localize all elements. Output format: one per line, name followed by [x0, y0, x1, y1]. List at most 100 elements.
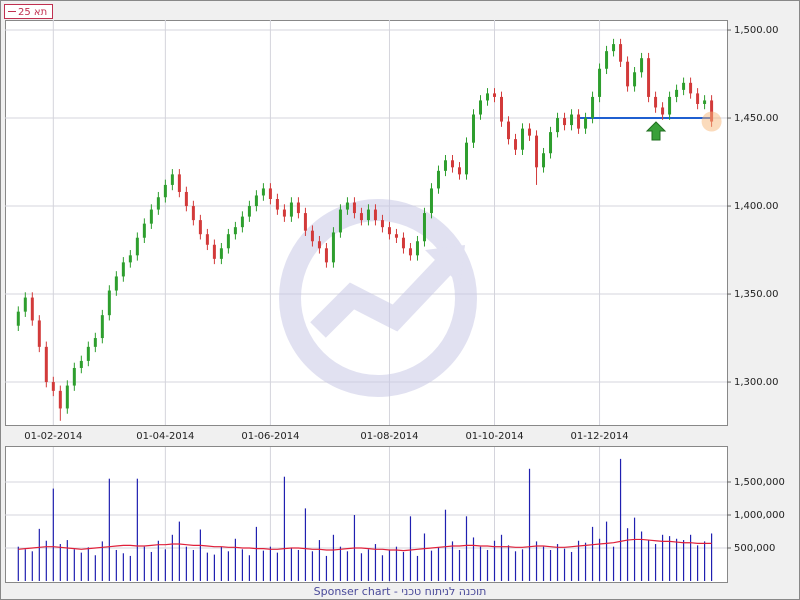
candle-body	[44, 346, 48, 383]
candle-body	[303, 213, 307, 231]
y-tick-label: 1,500,000	[734, 477, 785, 488]
candle-body	[654, 96, 658, 108]
candle-body	[121, 262, 125, 277]
candle-body	[261, 188, 265, 196]
candle-body	[338, 209, 342, 233]
legend-box	[4, 4, 53, 19]
candle-body	[605, 51, 609, 69]
y-tick-label: 1,450.00	[734, 113, 779, 124]
candle-body	[373, 209, 377, 221]
y-tick-label: 1,350.00	[734, 289, 779, 300]
candle-body	[542, 153, 546, 168]
candle-body	[401, 237, 405, 249]
candle-body	[289, 202, 293, 217]
candle-body	[212, 244, 216, 259]
candle-body	[478, 100, 482, 115]
candle-body	[268, 188, 272, 200]
candle-body	[65, 385, 69, 409]
candle-body	[647, 58, 651, 97]
candle-body	[296, 202, 300, 214]
candle-body	[149, 209, 153, 224]
footer: Sponser chart - תוכנה לניתוח טכני	[314, 585, 487, 598]
candle-body	[471, 114, 475, 143]
candle-body	[156, 197, 160, 210]
candle-body	[668, 96, 672, 115]
candle-body	[233, 227, 237, 235]
candle-body	[696, 93, 700, 104]
candle-body	[500, 96, 504, 122]
x-tick-label: 01-04-2014	[136, 431, 194, 442]
candle-body	[493, 93, 497, 97]
candle-body	[37, 320, 41, 347]
candle-body	[619, 44, 623, 62]
highlight	[701, 111, 722, 132]
candle-body	[107, 290, 111, 316]
candle-body	[577, 114, 581, 129]
x-tick-label: 01-02-2014	[24, 431, 82, 442]
candle-body	[689, 82, 693, 94]
candle-body	[633, 72, 637, 87]
candle-body	[205, 234, 209, 245]
candle-body	[661, 107, 665, 115]
candle-body	[507, 121, 511, 140]
candle-body	[710, 100, 714, 122]
y-tick-label: 1,500.00	[734, 25, 779, 36]
price-panel	[5, 20, 728, 426]
candle-body	[443, 160, 447, 171]
candle-body	[128, 255, 132, 263]
candle-body	[142, 223, 146, 238]
candle-body	[464, 142, 468, 175]
y-tick-label: 1,300.00	[734, 377, 779, 388]
candle-body	[310, 230, 314, 242]
candle-body	[387, 227, 391, 235]
moving-average	[18, 538, 712, 552]
candle-body	[514, 139, 518, 150]
candle-body	[528, 128, 532, 136]
candle-body	[366, 209, 370, 221]
candle-body	[352, 202, 356, 214]
candle-body	[184, 191, 188, 207]
x-tick-label: 01-10-2014	[465, 431, 523, 442]
legend-label: תא 25	[18, 7, 47, 18]
candle-body	[331, 232, 335, 263]
candle-body	[93, 338, 97, 347]
candle-body	[72, 367, 76, 386]
candle-body	[86, 346, 90, 361]
watermark	[279, 199, 477, 397]
candle-body	[415, 241, 419, 256]
candle-body	[570, 114, 574, 126]
candle-body	[675, 89, 679, 97]
candle-body	[51, 382, 55, 391]
candle-body	[429, 188, 433, 214]
candle-body	[100, 315, 104, 339]
candle-body	[640, 58, 644, 73]
candle-body	[549, 132, 553, 154]
candle-body	[324, 248, 328, 263]
candle-body	[556, 118, 560, 133]
candle-body	[23, 297, 27, 312]
candle-body	[682, 82, 686, 90]
candle-body	[584, 118, 588, 129]
candle-body	[198, 220, 202, 235]
candle-body	[703, 100, 707, 104]
y-tick-label: 1,000,000	[734, 510, 785, 521]
candle-body	[436, 170, 440, 189]
signal-arrow	[645, 121, 667, 141]
candle-body	[30, 297, 34, 321]
candle-body	[422, 213, 426, 242]
candle-body	[563, 118, 567, 126]
candle-body	[247, 206, 251, 217]
candle-body	[219, 248, 223, 259]
candle-body	[226, 234, 230, 249]
y-tick-label: 500,000	[734, 543, 775, 554]
candle-body	[450, 160, 454, 168]
y-tick-label: 1,400.00	[734, 201, 779, 212]
candle-body	[317, 241, 321, 249]
candle-body	[58, 390, 62, 409]
candle-body	[457, 167, 461, 175]
candle-body	[359, 213, 363, 221]
candle-body	[240, 216, 244, 228]
candle-body	[282, 209, 286, 217]
candle-body	[79, 360, 83, 368]
candle-body	[380, 220, 384, 228]
